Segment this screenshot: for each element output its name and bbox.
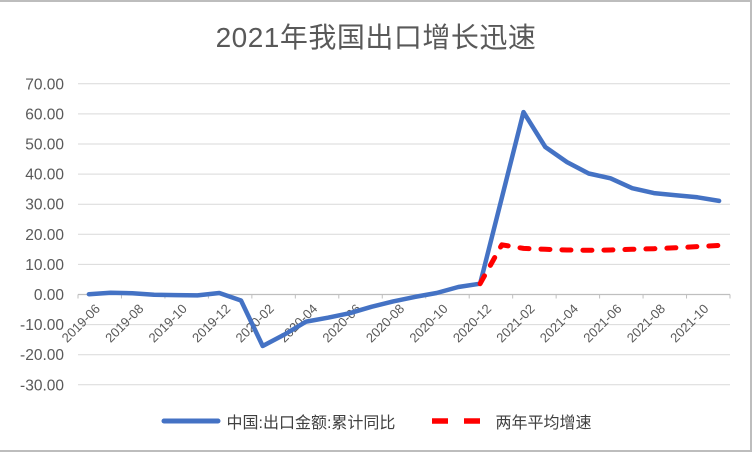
x-tick-label: 2019-10 [146, 301, 190, 345]
legend-solid-line-sample [161, 418, 221, 424]
legend-label-export-cumulative-yoy: 中国:出口金额:累计同比 [226, 415, 396, 432]
x-tick-label: 2020-02 [233, 301, 277, 345]
x-tick-label: 2021-04 [537, 301, 581, 345]
y-tick-label: 40.00 [25, 167, 64, 184]
legend-label-two-year-average: 两年平均增速 [495, 415, 592, 432]
x-tick-label: 2019-08 [102, 301, 146, 345]
legend: 中国:出口金额:累计同比 两年平均增速 [0, 409, 752, 433]
x-tick-label: 2020-04 [276, 301, 320, 345]
y-tick-label: 50.00 [25, 137, 64, 154]
x-tick-label: 2019-12 [189, 301, 233, 345]
legend-item-two-year-average: 两年平均增速 [429, 409, 591, 433]
chart-border-bottom [0, 450, 752, 452]
legend-item-export-cumulative-yoy: 中国:出口金额:累计同比 [161, 409, 396, 433]
x-tick-label: 2021-08 [624, 301, 668, 345]
y-tick-label: 10.00 [25, 257, 64, 274]
series-line-two-year-average [477, 242, 722, 287]
chart-border-top [0, 0, 752, 2]
chart-border-right [750, 0, 752, 452]
legend-dashed-line-sample [432, 418, 487, 424]
y-tick-label: -10.00 [20, 317, 64, 334]
y-tick-label: 70.00 [25, 76, 64, 93]
y-tick-label: 60.00 [25, 106, 64, 123]
y-tick-label: 30.00 [25, 197, 64, 214]
y-tick-label: 20.00 [25, 227, 64, 244]
x-tick-label: 2020-10 [406, 301, 450, 345]
y-tick-label: 0.00 [34, 287, 65, 304]
x-tick-label: 2021-02 [493, 301, 537, 345]
x-tick-label: 2021-10 [667, 301, 711, 345]
x-tick-label: 2020-12 [450, 301, 494, 345]
chart-title: 2021年我国出口增长迅速 [215, 22, 537, 53]
series-line-export-cumulative-yoy [86, 109, 722, 349]
x-tick-label: 2019-06 [59, 301, 103, 345]
x-tick-label: 2021-06 [580, 301, 624, 345]
x-tick-label: 2020-06 [319, 301, 363, 345]
y-tick-label: -20.00 [20, 347, 64, 364]
y-tick-label: -30.00 [20, 377, 64, 394]
